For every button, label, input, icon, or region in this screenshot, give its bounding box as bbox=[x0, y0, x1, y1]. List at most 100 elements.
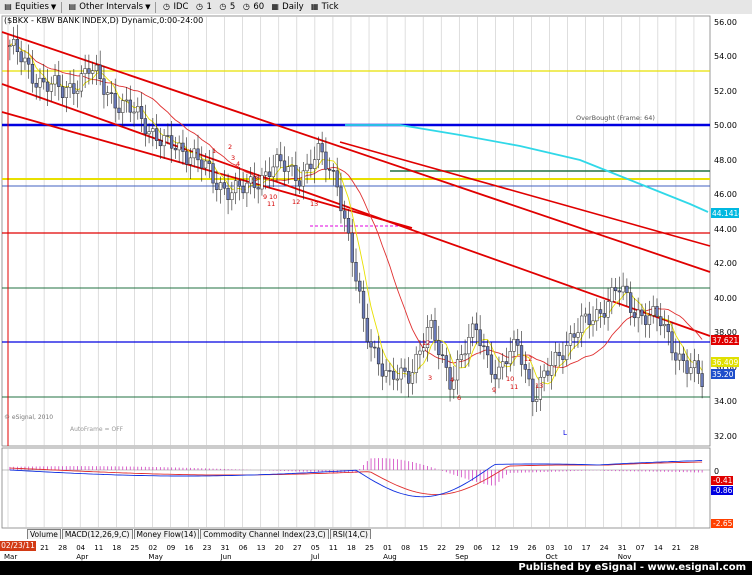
candle-body bbox=[361, 290, 366, 319]
tab-volume[interactable]: Volume bbox=[27, 529, 61, 539]
indicator-zero-tick: 0 bbox=[714, 467, 719, 476]
macd-indicator bbox=[2, 458, 710, 498]
trend-channel-upper bbox=[1, 31, 711, 273]
candle-body bbox=[463, 353, 467, 356]
candle-body bbox=[448, 367, 452, 390]
toolbar-label: 60 bbox=[253, 2, 265, 12]
candle-body bbox=[282, 160, 287, 172]
candle-body bbox=[425, 327, 430, 348]
toolbar-item-1min[interactable]: ◷ 1 bbox=[191, 1, 214, 14]
td-count: 12 bbox=[524, 355, 532, 363]
candle-body bbox=[290, 165, 294, 167]
candle-body bbox=[399, 367, 403, 380]
candle-body bbox=[692, 360, 697, 368]
date-tick: 27 bbox=[293, 544, 302, 552]
candle-body bbox=[117, 107, 121, 113]
candle-body bbox=[561, 355, 565, 360]
toolbar-item-equities[interactable]: ▤ Equities ▼ bbox=[0, 1, 59, 14]
candle-body bbox=[154, 128, 159, 141]
date-tick: 14 bbox=[654, 544, 663, 552]
candle-body bbox=[670, 331, 674, 354]
overbought-label: OverBought (Frame: 64) bbox=[576, 114, 655, 122]
candle-body bbox=[553, 351, 558, 366]
candle-body bbox=[519, 345, 524, 365]
footer-bar: Published by eSignal - www.esignal.com bbox=[0, 561, 752, 575]
candle-body bbox=[617, 290, 621, 293]
indicator-tag-orange-label: -2.65 bbox=[713, 519, 733, 528]
candle-body bbox=[106, 92, 110, 95]
tab-money-flow[interactable]: Money Flow(14) bbox=[133, 529, 200, 539]
candle-body bbox=[580, 315, 584, 333]
candle-body bbox=[328, 168, 332, 171]
td-count: 3 bbox=[231, 154, 235, 162]
toolbar-item-idc[interactable]: ◷ IDC bbox=[158, 1, 191, 14]
toolbar-item-5min[interactable]: ◷ 5 bbox=[215, 1, 238, 14]
td-count: 1 bbox=[212, 147, 216, 155]
candle-body bbox=[497, 366, 501, 380]
candle-body bbox=[474, 323, 479, 331]
candle-body bbox=[34, 82, 38, 88]
equities-icon: ▤ bbox=[4, 2, 12, 11]
candle-body bbox=[659, 316, 663, 327]
candle-body bbox=[237, 180, 242, 187]
price-tick: 40.00 bbox=[714, 294, 737, 303]
toolbar-item-other-intervals[interactable]: ▤ Other Intervals ▼ bbox=[64, 1, 153, 14]
candle-body bbox=[305, 163, 309, 172]
candle-body bbox=[207, 160, 211, 164]
candle-body bbox=[27, 57, 31, 65]
candle-body bbox=[493, 374, 497, 380]
tab-macd[interactable]: MACD(12,26,9,C) bbox=[61, 529, 133, 539]
candle-body bbox=[602, 313, 606, 318]
date-tick: 24 bbox=[600, 544, 609, 552]
date-tick: 25 bbox=[130, 544, 139, 552]
candle-body bbox=[636, 309, 640, 319]
candle-body bbox=[196, 148, 200, 161]
td-count: 13 bbox=[535, 382, 543, 390]
month-label: Oct bbox=[546, 553, 558, 561]
candle-body bbox=[606, 301, 610, 318]
date-tick: 22 bbox=[437, 544, 446, 552]
toolbar-label: Tick bbox=[321, 2, 339, 12]
candle-body bbox=[185, 151, 189, 165]
candle-body bbox=[395, 378, 400, 381]
tab-cci[interactable]: Commodity Channel Index(23,C) bbox=[200, 529, 329, 539]
candle-body bbox=[158, 140, 162, 147]
month-label: Jul bbox=[310, 553, 320, 561]
candle-body bbox=[587, 313, 591, 325]
tab-rsi[interactable]: RSI(14,C) bbox=[329, 529, 371, 539]
candle-body bbox=[478, 329, 482, 347]
candle-body bbox=[354, 262, 358, 282]
clock-icon: ◷ bbox=[162, 2, 170, 11]
candle-body bbox=[613, 287, 618, 292]
price-tick: 38.00 bbox=[714, 328, 737, 337]
candle-body bbox=[38, 77, 42, 88]
toolbar-item-60min[interactable]: ◷ 60 bbox=[238, 1, 267, 14]
td-count: 11 bbox=[267, 200, 275, 208]
candle-body bbox=[264, 171, 268, 176]
toolbar-item-daily[interactable]: ▦ Daily bbox=[267, 1, 307, 14]
candle-body bbox=[42, 77, 46, 83]
date-tick: 16 bbox=[185, 544, 194, 552]
chart-area[interactable]: 1 2 3 4 5 9 10 11 12 13 12 3 4 6 9 10 11 12 13 56.00 54.00… bbox=[0, 14, 752, 575]
toolbar-item-tick[interactable]: ▦ Tick bbox=[307, 1, 342, 14]
ma-cyan-line bbox=[345, 124, 709, 213]
price-tick: 32.00 bbox=[714, 432, 737, 441]
candle-body bbox=[403, 367, 407, 372]
candle-body bbox=[621, 285, 625, 293]
candle-body bbox=[279, 154, 283, 162]
price-tag-cyan bbox=[711, 208, 739, 218]
date-tick: 11 bbox=[329, 544, 338, 552]
candle-body bbox=[437, 340, 441, 356]
candle-body bbox=[102, 78, 106, 95]
candle-body bbox=[233, 180, 238, 194]
candlesticks bbox=[8, 24, 704, 417]
candle-body bbox=[350, 232, 354, 263]
candle-body bbox=[343, 210, 347, 219]
candle-body bbox=[373, 346, 377, 349]
candle-body bbox=[192, 148, 196, 159]
td-count: 6 bbox=[457, 394, 461, 402]
candle-body bbox=[681, 353, 685, 361]
